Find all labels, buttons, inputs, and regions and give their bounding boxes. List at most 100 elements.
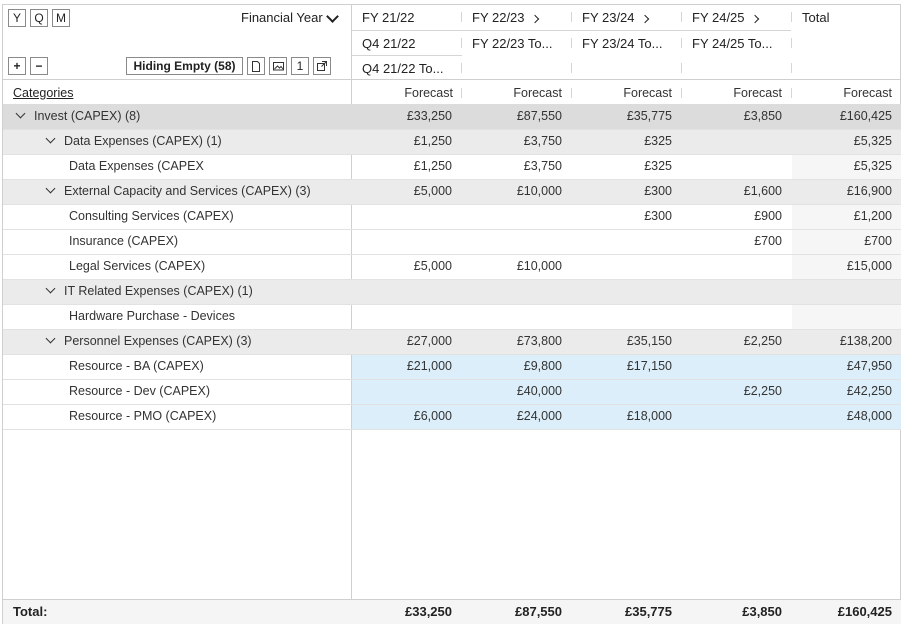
chevron-right-icon[interactable] <box>750 14 759 24</box>
table-cell[interactable]: £1,250 <box>413 134 452 148</box>
measure-header[interactable]: Forecast <box>513 86 562 100</box>
table-row[interactable]: Insurance (CAPEX) £700 £700 <box>3 229 901 254</box>
total-cell[interactable]: £87,550 <box>515 604 562 619</box>
chevron-down-icon[interactable] <box>45 283 56 294</box>
table-cell[interactable]: £24,000 <box>516 409 562 423</box>
table-cell[interactable]: £21,000 <box>406 359 452 373</box>
column-header-fy-23-24[interactable]: FY 23/24 <box>582 10 649 25</box>
table-cell[interactable]: £16,900 <box>846 184 892 198</box>
table-row[interactable]: Resource - Dev (CAPEX) £40,000 £2,250 £4… <box>3 379 901 404</box>
table-cell[interactable]: £35,775 <box>626 109 672 123</box>
table-cell[interactable]: £27,000 <box>406 334 452 348</box>
table-cell[interactable]: £900 <box>754 209 782 223</box>
measure-header[interactable]: Forecast <box>733 86 782 100</box>
measure-header[interactable]: Forecast <box>623 86 672 100</box>
image-icon[interactable] <box>269 57 287 75</box>
expand-all-button[interactable]: + <box>8 57 26 75</box>
total-cell[interactable]: £33,250 <box>405 604 452 619</box>
table-row[interactable]: Personnel Expenses (CAPEX) (3) £27,000 £… <box>3 329 901 354</box>
table-cell[interactable]: £15,000 <box>846 259 892 273</box>
table-cell[interactable] <box>352 204 452 229</box>
table-cell[interactable] <box>572 254 672 279</box>
categories-header[interactable]: Categories <box>13 86 74 100</box>
table-cell[interactable]: £6,000 <box>413 409 452 423</box>
financial-year-dropdown[interactable]: Financial Year <box>241 9 339 25</box>
table-cell[interactable]: £47,950 <box>846 359 892 373</box>
quarter-view-button[interactable]: Q <box>30 9 48 27</box>
table-cell[interactable]: £5,000 <box>413 184 452 198</box>
column-header-fy-24-25-to[interactable]: FY 24/25 To... <box>692 36 773 51</box>
table-cell[interactable]: £17,150 <box>626 359 672 373</box>
table-cell[interactable]: £1,200 <box>853 209 892 223</box>
column-header-fy-22-23-to[interactable]: FY 22/23 To... <box>472 36 553 51</box>
table-row[interactable]: External Capacity and Services (CAPEX) (… <box>3 179 901 204</box>
column-header-q4-21-22[interactable]: Q4 21/22 <box>362 36 416 51</box>
table-cell[interactable]: £3,850 <box>743 109 782 123</box>
table-cell[interactable]: £5,325 <box>853 134 892 148</box>
month-view-button[interactable]: M <box>52 9 70 27</box>
table-cell[interactable]: £5,000 <box>413 259 452 273</box>
table-cell[interactable] <box>682 404 782 429</box>
table-cell[interactable] <box>352 379 452 404</box>
table-cell[interactable]: £700 <box>754 234 782 248</box>
table-cell[interactable]: £3,750 <box>523 134 562 148</box>
table-row[interactable]: Data Expenses (CAPEX £1,250 £3,750 £325 … <box>3 154 901 179</box>
table-row[interactable]: IT Related Expenses (CAPEX) (1) <box>3 279 901 304</box>
column-splitter[interactable] <box>351 4 352 624</box>
table-row[interactable]: Resource - PMO (CAPEX) £6,000 £24,000 £1… <box>3 404 901 429</box>
table-cell[interactable]: £48,000 <box>846 409 892 423</box>
table-cell[interactable]: £300 <box>644 209 672 223</box>
column-header-fy-22-23[interactable]: FY 22/23 <box>472 10 539 25</box>
table-cell[interactable] <box>682 129 782 154</box>
total-cell[interactable]: £35,775 <box>625 604 672 619</box>
collapse-all-button[interactable]: − <box>30 57 48 75</box>
table-row[interactable]: Legal Services (CAPEX) £5,000 £10,000 £1… <box>3 254 901 279</box>
table-cell[interactable]: £40,000 <box>516 384 562 398</box>
chevron-right-icon[interactable] <box>530 14 539 24</box>
table-cell[interactable]: £10,000 <box>516 184 562 198</box>
table-row[interactable]: Invest (CAPEX) (8) £33,250 £87,550 £35,7… <box>3 104 901 129</box>
table-cell[interactable] <box>462 229 562 254</box>
column-header-fy-24-25[interactable]: FY 24/25 <box>692 10 759 25</box>
year-view-button[interactable]: Y <box>8 9 26 27</box>
table-cell[interactable]: £160,425 <box>839 109 892 123</box>
table-cell[interactable]: £700 <box>864 234 892 248</box>
table-cell[interactable]: £2,250 <box>743 334 782 348</box>
external-link-icon[interactable] <box>313 57 331 75</box>
table-cell[interactable]: £33,250 <box>406 109 452 123</box>
table-cell[interactable]: £73,800 <box>516 334 562 348</box>
table-cell[interactable] <box>572 379 672 404</box>
document-icon[interactable] <box>247 57 265 75</box>
table-cell[interactable]: £3,750 <box>523 159 562 173</box>
chevron-right-icon[interactable] <box>640 14 649 24</box>
table-cell[interactable] <box>572 229 672 254</box>
table-cell[interactable]: £18,000 <box>626 409 672 423</box>
column-header-total[interactable]: Total <box>802 10 830 25</box>
table-row[interactable]: Hardware Purchase - Devices <box>3 304 901 329</box>
table-row[interactable]: Resource - BA (CAPEX) £21,000 £9,800 £17… <box>3 354 901 379</box>
table-cell[interactable] <box>682 354 782 379</box>
total-cell[interactable]: £3,850 <box>742 604 782 619</box>
table-cell[interactable]: £87,550 <box>516 109 562 123</box>
hiding-empty-button[interactable]: Hiding Empty (58) <box>126 57 243 75</box>
table-cell[interactable]: £1,250 <box>413 159 452 173</box>
table-cell[interactable]: £9,800 <box>523 359 562 373</box>
table-cell[interactable]: £325 <box>644 134 672 148</box>
column-header-q4-21-22-to[interactable]: Q4 21/22 To... <box>362 61 444 76</box>
table-cell[interactable]: £10,000 <box>516 259 562 273</box>
chevron-down-icon[interactable] <box>45 333 56 344</box>
table-cell[interactable] <box>682 154 782 179</box>
chevron-down-icon[interactable] <box>45 183 56 194</box>
table-cell[interactable]: £325 <box>644 159 672 173</box>
measure-header[interactable]: Forecast <box>843 86 892 100</box>
table-cell[interactable]: £2,250 <box>743 384 782 398</box>
table-cell[interactable]: £138,200 <box>839 334 892 348</box>
column-header-fy-21-22[interactable]: FY 21/22 <box>362 10 415 25</box>
chevron-down-icon[interactable] <box>45 133 56 144</box>
table-cell[interactable]: £5,325 <box>853 159 892 173</box>
measure-header[interactable]: Forecast <box>404 86 453 100</box>
table-cell[interactable] <box>352 229 452 254</box>
table-cell[interactable] <box>462 204 562 229</box>
chevron-down-icon[interactable] <box>15 108 26 119</box>
table-cell[interactable]: £1,600 <box>743 184 782 198</box>
